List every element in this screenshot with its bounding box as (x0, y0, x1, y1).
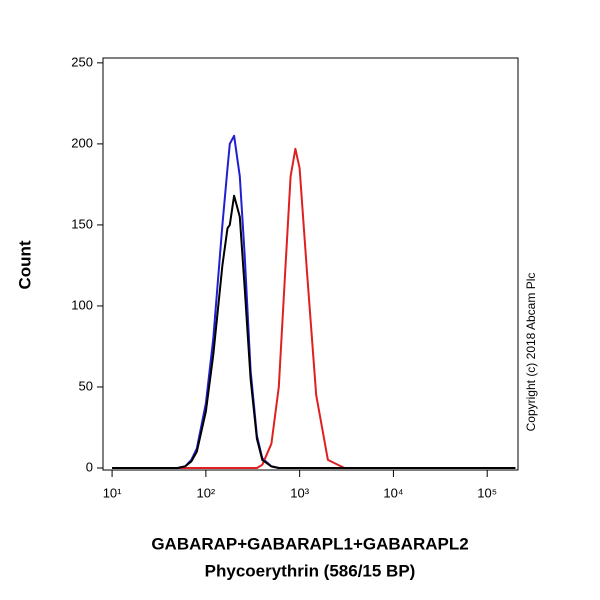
y-tick-label: 0 (86, 459, 93, 474)
x-tick-label: 10¹ (103, 485, 122, 500)
x-tick-label: 10⁴ (383, 485, 403, 500)
y-tick-label: 200 (71, 135, 93, 150)
y-axis-label: Count (15, 240, 34, 289)
y-tick-label: 50 (79, 378, 93, 393)
histogram-line (112, 194, 516, 469)
histogram-line (112, 134, 516, 469)
x-axis-label: Phycoerythrin (586/15 BP) (205, 561, 416, 580)
x-axis-label: GABARAP+GABARAPL1+GABARAPL2 (151, 534, 468, 553)
y-tick-label: 250 (71, 54, 93, 69)
histogram-line (112, 147, 516, 469)
y-tick-label: 100 (71, 297, 93, 312)
copyright: Copyright (c) 2018 Abcam Plc (524, 273, 538, 432)
x-tick-label: 10³ (290, 485, 309, 500)
x-tick-label: 10⁵ (477, 485, 497, 500)
y-tick-label: 150 (71, 216, 93, 231)
plot-frame (102, 57, 519, 471)
x-tick-label: 10² (196, 485, 215, 500)
